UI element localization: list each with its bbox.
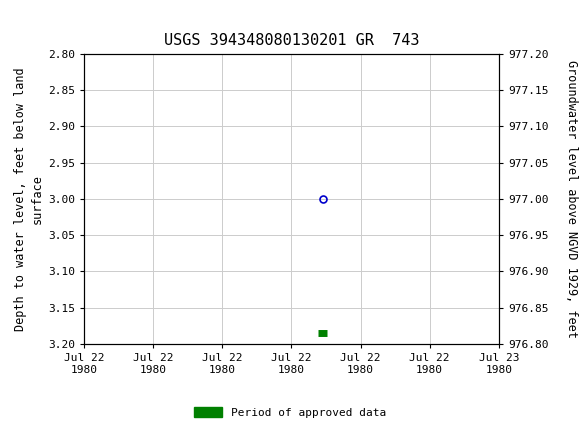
Y-axis label: Depth to water level, feet below land
surface: Depth to water level, feet below land su… xyxy=(14,67,44,331)
Y-axis label: Groundwater level above NGVD 1929, feet: Groundwater level above NGVD 1929, feet xyxy=(565,60,578,338)
Text: USGS: USGS xyxy=(38,10,106,30)
Legend: Period of approved data: Period of approved data xyxy=(190,403,390,422)
Title: USGS 394348080130201 GR  743: USGS 394348080130201 GR 743 xyxy=(164,34,419,49)
